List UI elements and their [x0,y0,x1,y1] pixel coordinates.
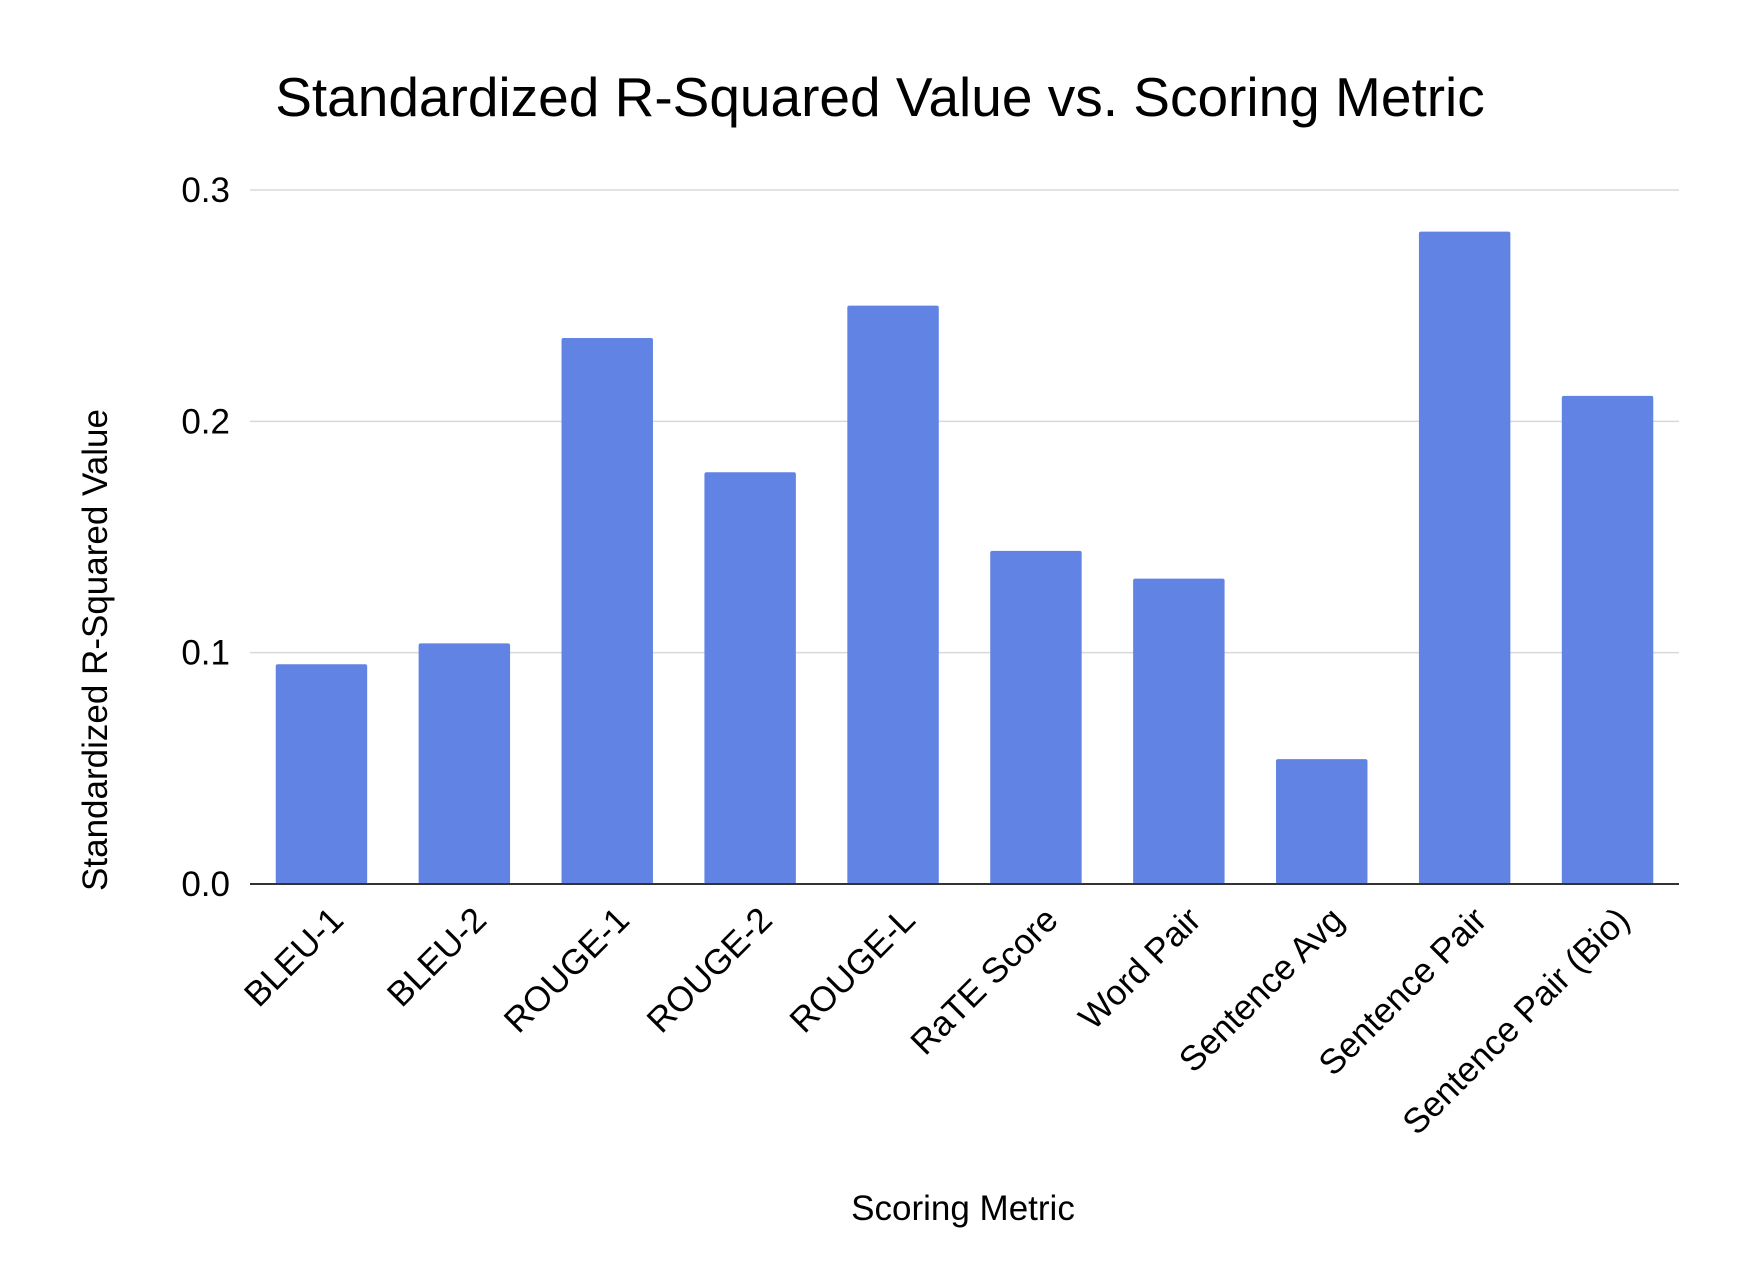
x-axis-title: Scoring Metric [851,1189,1075,1228]
chart-title: Standardized R-Squared Value vs. Scoring… [275,66,1485,128]
x-tick-label: BLEU-2 [380,900,494,1014]
bar-bleu-2 [418,643,511,884]
x-tick-label: ROUGE-L [782,900,922,1040]
bar-rate-score [990,550,1082,884]
x-tick-label: ROUGE-2 [639,900,779,1040]
x-tick-label: ROUGE-1 [497,900,637,1040]
bar-rouge-l [847,305,939,885]
y-axis-title: Standardized R-Squared Value [76,409,115,891]
bar-sentence-pair [1418,231,1511,884]
y-tick-label: 0.3 [181,171,230,210]
x-tick-label: Word Pair [1071,900,1208,1037]
y-tick-label: 0.2 [181,402,230,441]
y-tick-label: 0.1 [181,634,230,673]
bars [275,231,1654,885]
bar-bleu-1 [275,664,368,884]
y-tick-label: 0.0 [181,865,230,904]
y-axis-ticks: 0.0 0.1 0.2 0.3 [181,171,230,904]
x-tick-label: RaTE Score [903,900,1065,1062]
bar-sentence-avg [1276,759,1368,884]
bar-sentence-pair-bio [1561,395,1654,884]
bar-rouge-2 [704,472,796,884]
bar-word-pair [1133,578,1225,884]
bar-rouge-1 [561,338,653,884]
x-tick-label: BLEU-1 [237,900,351,1014]
